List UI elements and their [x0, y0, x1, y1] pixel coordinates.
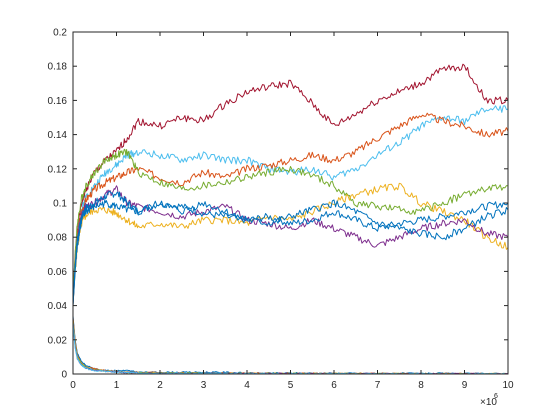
- series-line-8: [72, 199, 509, 306]
- series-layer: [72, 63, 509, 375]
- x-exponent-label: ×10: [480, 397, 497, 408]
- series-line-12: [72, 320, 509, 375]
- x-tick-label: 9: [462, 380, 468, 391]
- y-tick-label: 0.2: [53, 28, 67, 39]
- y-tick-label: 0.02: [48, 335, 68, 346]
- y-tick-label: 0.16: [48, 96, 68, 107]
- x-tick-label: 5: [288, 380, 294, 391]
- x-tick-label: 6: [331, 380, 337, 391]
- y-tick-label: 0.1: [53, 199, 67, 210]
- series-line-2: [72, 105, 509, 306]
- x-tick-label: 3: [201, 380, 207, 391]
- x-exponent-power: 6: [494, 393, 498, 400]
- series-line-3: [72, 112, 509, 303]
- y-tick-label: 0.08: [48, 233, 68, 244]
- x-tick-label: 8: [418, 380, 424, 391]
- y-tick-label: 0.04: [48, 301, 68, 312]
- x-tick-label: 7: [375, 380, 381, 391]
- series-line-9: [72, 315, 508, 375]
- ticks-layer: 0 1 2 3 4 5 6 7 8 9 10 0 0.02 0.04 0.06 0.08 0.1 0.12 0.14…: [48, 28, 514, 392]
- x-tick-label: 2: [157, 380, 163, 391]
- series-line-6: [72, 185, 509, 306]
- y-tick-label: 0.18: [48, 62, 68, 73]
- series-line-1: [72, 63, 509, 298]
- series-line-4: [72, 148, 509, 299]
- series-line-13: [72, 322, 509, 375]
- x-tick-label: 0: [70, 380, 76, 391]
- y-tick-label: 0: [61, 370, 67, 381]
- x-tick-label: 10: [502, 380, 514, 391]
- x-tick-label: 4: [244, 380, 250, 391]
- series-line-10: [72, 317, 509, 375]
- series-line-7: [72, 191, 509, 306]
- y-tick-label: 0.14: [48, 130, 68, 141]
- y-tick-label: 0.06: [48, 267, 68, 278]
- x-tick-label: 1: [114, 380, 120, 391]
- y-tick-label: 0.12: [48, 164, 68, 175]
- series-line-11: [72, 319, 509, 375]
- series-line-14: [72, 322, 509, 375]
- series-line-5: [72, 182, 509, 306]
